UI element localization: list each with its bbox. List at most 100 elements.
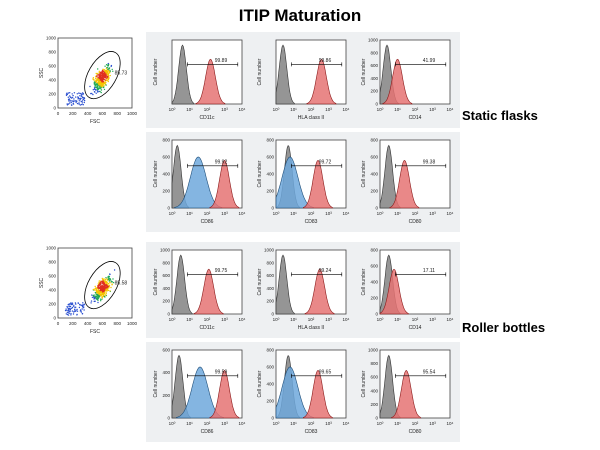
x-tick-label: 10³ xyxy=(429,211,436,216)
event-dot xyxy=(81,103,83,106)
event-dot xyxy=(100,85,102,87)
x-tick-label: 10⁰ xyxy=(377,421,384,426)
y-tick-label: 200 xyxy=(266,189,274,194)
y-tick-label: 200 xyxy=(266,399,274,404)
event-dot xyxy=(103,71,106,73)
x-tick-label: 1000 xyxy=(127,321,138,326)
event-dot xyxy=(102,285,105,287)
x-tick-label: 10³ xyxy=(325,107,332,112)
y-axis-label: Cell number xyxy=(153,370,159,397)
y-tick-label: 800 xyxy=(266,138,274,143)
x-tick-label: 10² xyxy=(308,421,315,426)
event-dot xyxy=(104,82,106,84)
event-dot xyxy=(95,92,97,94)
x-tick-label: 10¹ xyxy=(186,421,193,426)
event-dot xyxy=(110,64,113,67)
y-tick-label: 1000 xyxy=(368,38,379,43)
y-tick-label: 200 xyxy=(48,302,56,307)
event-dot xyxy=(113,269,116,271)
event-dot xyxy=(73,310,76,312)
event-dot xyxy=(79,95,81,97)
event-dot xyxy=(76,314,78,316)
y-axis-label: SSC xyxy=(39,277,45,288)
chart-s2-cd86: 0 200 400 600 10⁰ 10¹ 10² 10³ 10⁴ CD86 Cell number… xyxy=(153,348,246,436)
event-dot xyxy=(90,302,92,304)
event-dot xyxy=(94,285,96,288)
y-tick-label: 200 xyxy=(266,299,274,304)
y-tick-label: 0 xyxy=(53,316,56,321)
event-dot xyxy=(82,93,84,96)
event-dot xyxy=(99,90,101,93)
gate-percent: 85.58 xyxy=(115,280,128,286)
event-dot xyxy=(80,100,82,103)
mature-histogram xyxy=(382,58,413,105)
x-tick-label: 10⁴ xyxy=(447,211,454,216)
event-dot xyxy=(96,297,99,299)
event-dot xyxy=(99,81,101,83)
event-dot xyxy=(69,95,71,97)
event-dot xyxy=(103,278,105,280)
event-dot xyxy=(75,309,77,312)
y-tick-label: 400 xyxy=(48,288,56,293)
event-dot xyxy=(97,87,100,89)
event-dot xyxy=(97,283,99,285)
event-dot xyxy=(68,100,70,102)
event-dot xyxy=(93,81,95,83)
event-dot xyxy=(92,93,94,96)
event-dot xyxy=(69,310,71,312)
event-dot xyxy=(75,100,77,102)
event-dot xyxy=(65,313,67,315)
event-dot xyxy=(98,280,100,282)
y-tick-label: 400 xyxy=(370,76,378,81)
x-tick-label: 10⁴ xyxy=(343,107,350,112)
event-dot xyxy=(93,298,95,300)
event-dot xyxy=(94,289,96,291)
event-dot xyxy=(109,72,111,74)
event-dot xyxy=(109,74,111,77)
event-dot xyxy=(101,71,103,74)
event-dot xyxy=(108,76,110,78)
mature-histogram xyxy=(193,268,225,315)
event-dot xyxy=(96,79,98,81)
chart-s2-cd83: 0 200 400 600 800 10⁰ 10¹ 10² 10³ 10⁴ CD83 Cell num… xyxy=(257,348,350,436)
event-dot xyxy=(82,302,84,304)
event-dot xyxy=(77,96,79,98)
event-dot xyxy=(109,273,111,275)
y-tick-label: 0 xyxy=(375,102,378,107)
y-tick-label: 800 xyxy=(266,260,274,265)
event-dot xyxy=(106,282,109,284)
event-dot xyxy=(109,69,111,72)
event-dot xyxy=(96,86,98,88)
event-dot xyxy=(97,80,100,82)
event-dot xyxy=(97,298,99,300)
x-tick-label: 10⁴ xyxy=(343,317,350,322)
event-dot xyxy=(103,74,105,76)
y-tick-label: 200 xyxy=(162,393,170,398)
x-tick-label: 10⁰ xyxy=(377,107,384,112)
y-tick-label: 400 xyxy=(266,172,274,177)
event-dot xyxy=(78,306,81,309)
event-dot xyxy=(68,303,71,305)
event-dot xyxy=(97,299,99,301)
chart-s1-cd83: 0 200 400 600 800 10⁰ 10¹ 10² 10³ 10⁴ CD83 Cell num… xyxy=(257,138,350,226)
event-dot xyxy=(106,77,108,79)
y-tick-label: 400 xyxy=(266,382,274,387)
event-dot xyxy=(110,286,112,289)
event-dot xyxy=(104,65,106,67)
event-dot xyxy=(102,281,105,283)
event-dot xyxy=(98,71,100,73)
event-dot xyxy=(74,100,76,102)
y-tick-label: 200 xyxy=(370,402,378,407)
y-tick-label: 800 xyxy=(370,138,378,143)
event-dot xyxy=(103,295,106,298)
event-dot xyxy=(111,68,113,71)
event-dot xyxy=(94,80,97,82)
event-dot xyxy=(79,104,81,106)
event-dot xyxy=(73,305,75,308)
event-dot xyxy=(106,283,109,286)
event-dot xyxy=(103,69,106,71)
event-dot xyxy=(92,77,95,79)
y-axis-label: Cell number xyxy=(361,160,367,187)
y-tick-label: 200 xyxy=(370,89,378,94)
event-dot xyxy=(107,276,109,278)
